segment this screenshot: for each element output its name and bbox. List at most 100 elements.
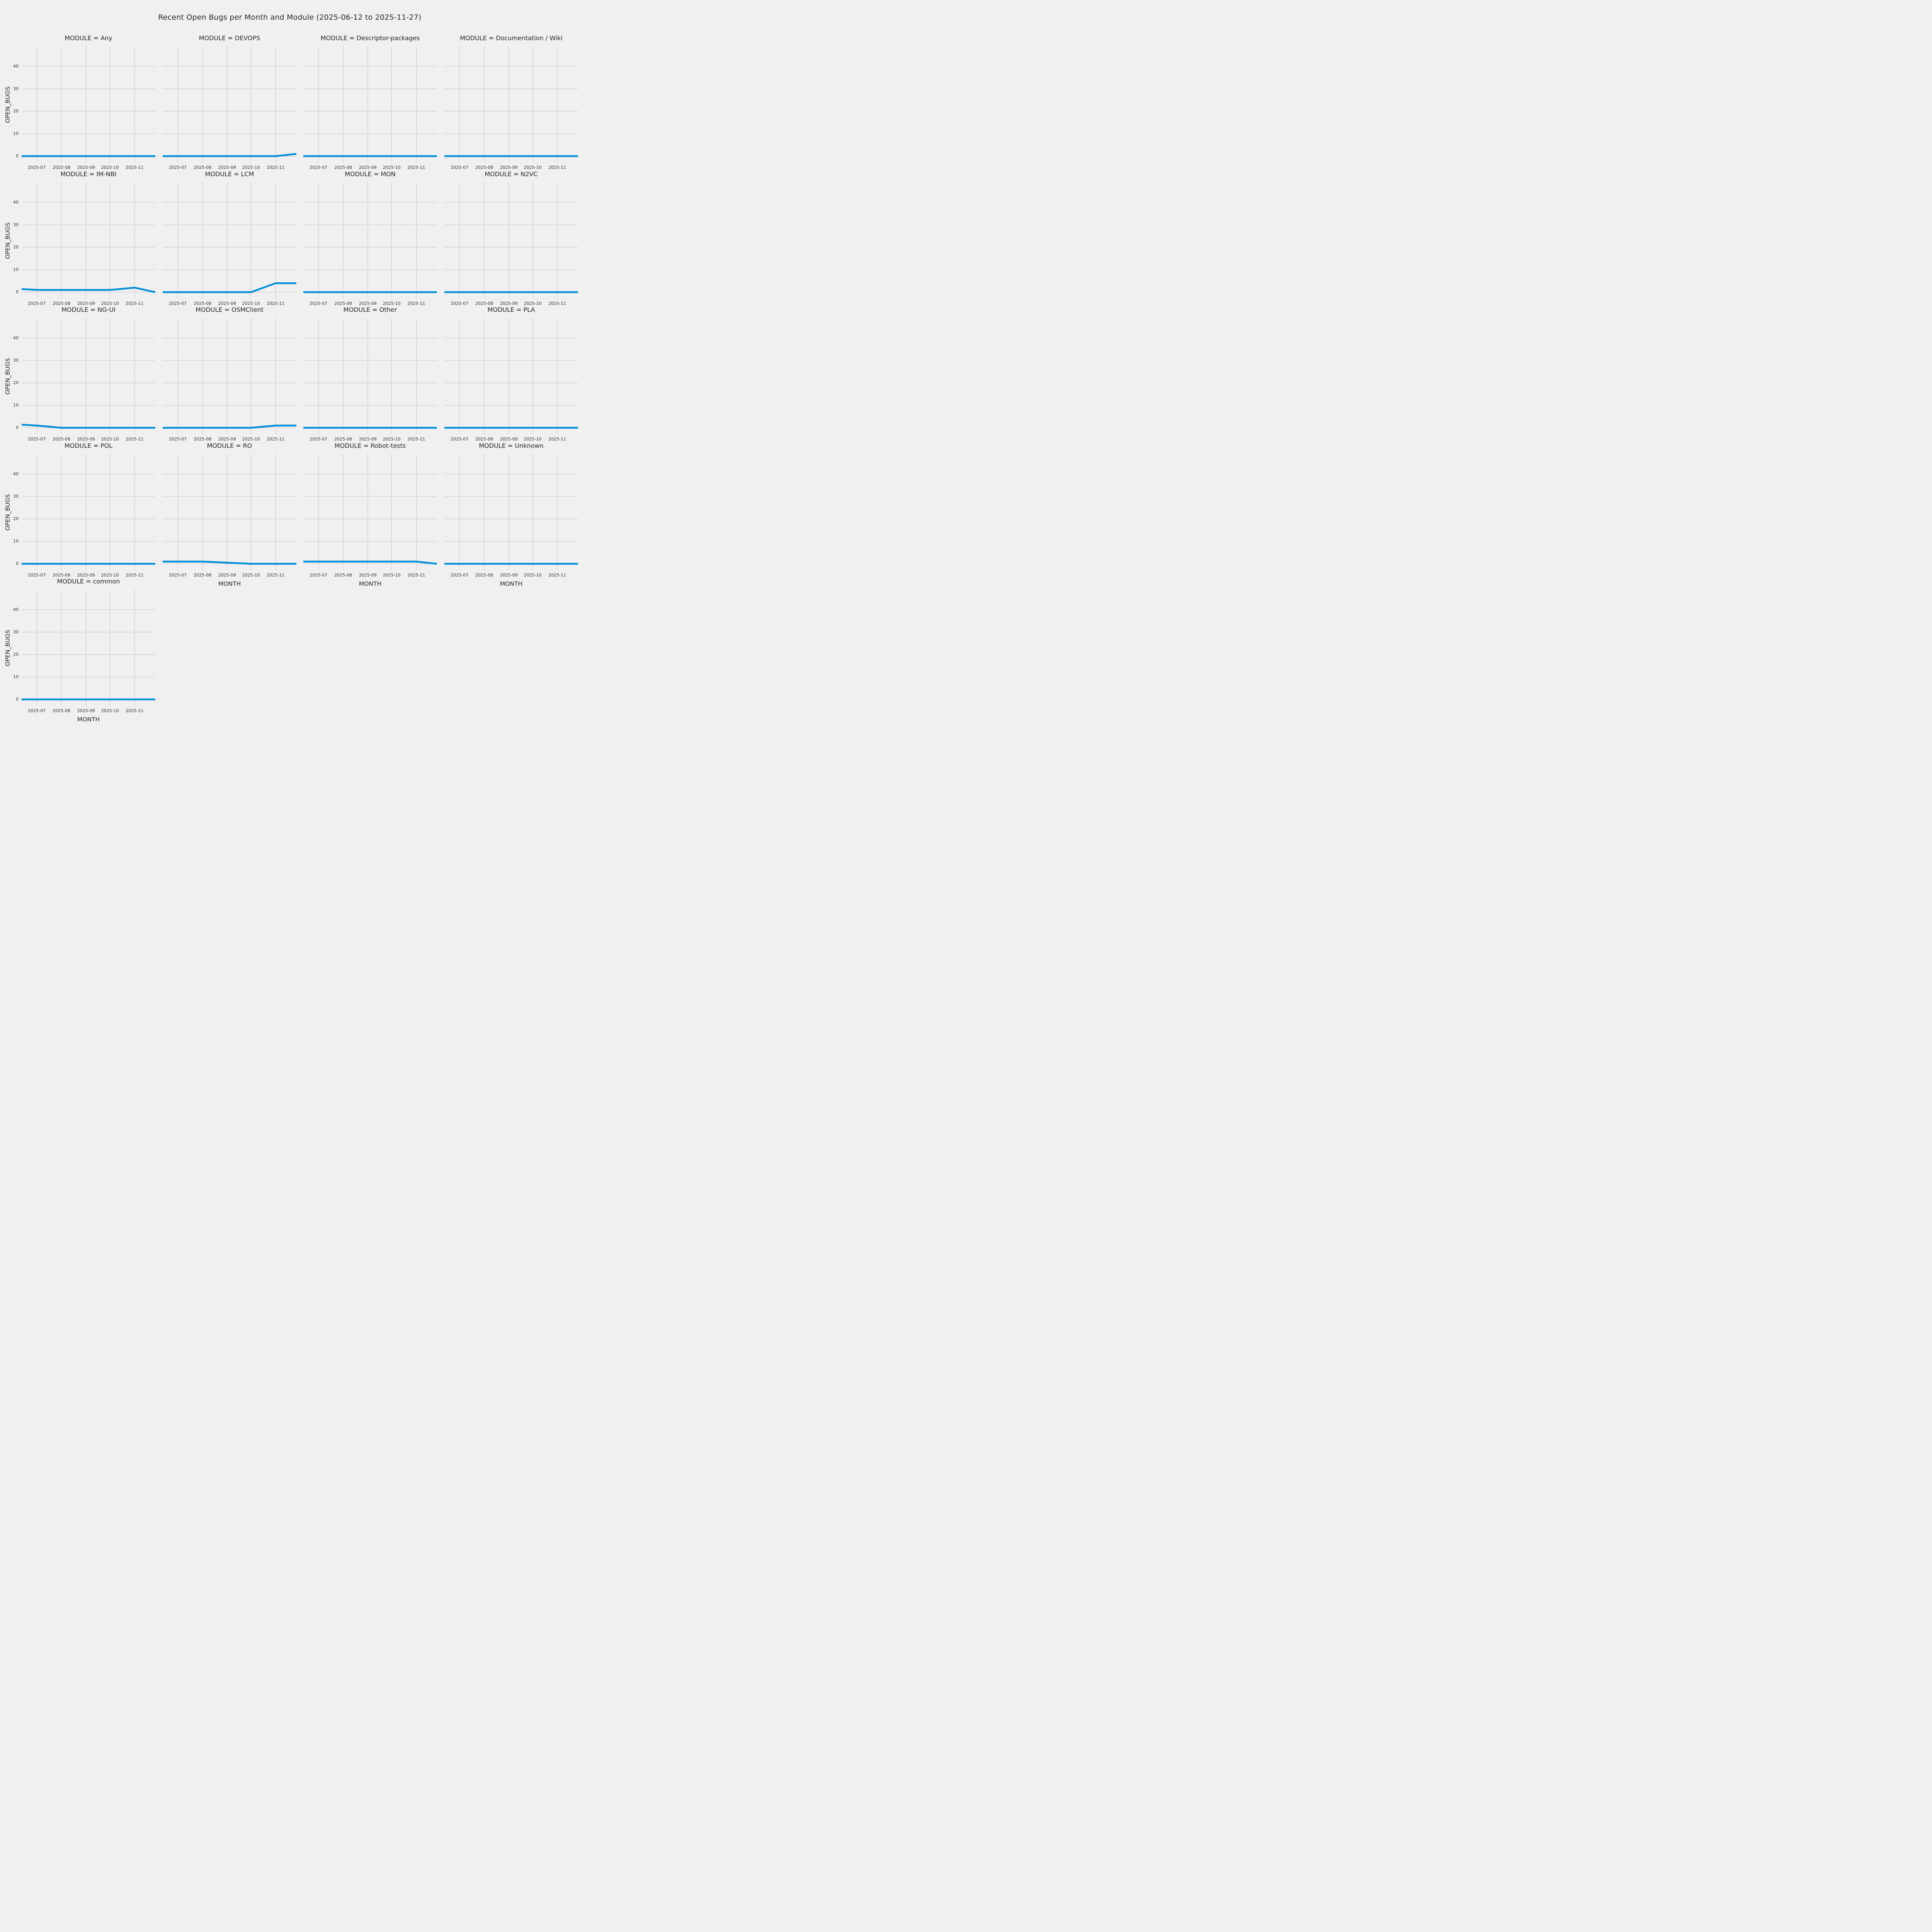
x-tick-label: 2025-09 bbox=[77, 437, 95, 442]
gridlines bbox=[303, 318, 437, 434]
x-tick-label: 2025-08 bbox=[194, 301, 212, 306]
gridlines bbox=[303, 46, 437, 163]
x-tick-label: 2025-10 bbox=[242, 301, 260, 306]
y-tick-label: 0 bbox=[16, 153, 19, 159]
y-tick-label: 30 bbox=[13, 86, 19, 91]
y-axis-label: OPEN_BUGS bbox=[4, 494, 11, 531]
y-axis-label: OPEN_BUGS bbox=[4, 86, 11, 123]
x-tick-label: 2025-09 bbox=[500, 573, 518, 578]
facet-Robot-tests: MODULE = Robot-tests 2025-07 2025-08 2025-0… bbox=[303, 442, 437, 587]
facet-title: MODULE = POL bbox=[64, 442, 113, 449]
gridlines bbox=[163, 182, 296, 299]
facet-MON: MODULE = MON 2025-07 2025-08 2025-09 2025-10… bbox=[303, 170, 437, 306]
y-tick-label: 40 bbox=[13, 63, 19, 69]
x-tick-label: 2025-08 bbox=[53, 708, 71, 713]
y-tick-label: 30 bbox=[13, 357, 19, 363]
facet-Documentation / Wiki: MODULE = Documentation / Wiki 2025-07 2025… bbox=[444, 34, 578, 170]
x-tick-label: 2025-10 bbox=[383, 437, 401, 442]
x-tick-label: 2025-09 bbox=[359, 301, 377, 306]
x-tick-label: 2025-07 bbox=[169, 573, 187, 578]
x-tick-label: 2025-09 bbox=[218, 165, 236, 170]
data-line bbox=[163, 424, 296, 429]
gridlines bbox=[163, 454, 296, 570]
data-line bbox=[163, 153, 297, 157]
x-tick-label: 2025-08 bbox=[194, 165, 212, 170]
y-tick-label: 40 bbox=[13, 607, 19, 612]
y-tick-label: 30 bbox=[13, 629, 19, 634]
x-tick-label: 2025-07 bbox=[28, 573, 46, 578]
y-tick-label: 20 bbox=[13, 380, 19, 385]
y-tick-label: 10 bbox=[13, 539, 19, 544]
y-tick-label: 40 bbox=[13, 335, 19, 340]
x-tick-label: 2025-10 bbox=[101, 165, 119, 170]
data-line bbox=[163, 560, 296, 565]
y-tick-label: 40 bbox=[13, 199, 19, 205]
facet-title: MODULE = Unknown bbox=[479, 442, 544, 449]
y-tick-label: 0 bbox=[16, 561, 19, 566]
line-chart bbox=[22, 590, 155, 706]
facet-title: MODULE = Documentation / Wiki bbox=[460, 34, 563, 42]
x-tick-label: 2025-10 bbox=[524, 573, 542, 578]
y-tick-label: 10 bbox=[13, 267, 19, 272]
gridlines bbox=[444, 318, 578, 434]
x-tick-label: 2025-08 bbox=[475, 165, 493, 170]
facet-Any: MODULE = Any 2025-07 2025-08 2025-09 2025-10… bbox=[4, 34, 155, 170]
x-tick-label: 2025-10 bbox=[242, 573, 260, 578]
x-tick-label: 2025-10 bbox=[524, 301, 542, 306]
x-tick-label: 2025-08 bbox=[475, 573, 493, 578]
gridlines bbox=[163, 46, 296, 163]
y-tick-label: 20 bbox=[13, 651, 19, 657]
figure: Recent Open Bugs per Month and Module (2… bbox=[0, 0, 580, 724]
y-axis-label: OPEN_BUGS bbox=[4, 222, 11, 259]
x-tick-label: 2025-10 bbox=[242, 437, 260, 442]
line-chart bbox=[444, 454, 578, 570]
data-line bbox=[21, 287, 156, 293]
gridlines bbox=[444, 46, 578, 163]
x-tick-label: 2025-09 bbox=[218, 573, 236, 578]
x-axis-label: MONTH bbox=[77, 716, 100, 723]
x-tick-label: 2025-11 bbox=[267, 573, 285, 578]
facet-Other: MODULE = Other 2025-07 2025-08 2025-09 2025-… bbox=[303, 306, 437, 442]
x-tick-label: 2025-07 bbox=[310, 165, 328, 170]
facet-title: MODULE = Descriptor-packages bbox=[320, 34, 420, 42]
x-tick-label: 2025-11 bbox=[267, 301, 285, 306]
y-tick-label: 20 bbox=[13, 108, 19, 114]
x-tick-label: 2025-08 bbox=[53, 437, 71, 442]
x-tick-label: 2025-10 bbox=[101, 708, 119, 713]
x-tick-label: 2025-10 bbox=[101, 573, 119, 578]
y-tick-label: 30 bbox=[13, 493, 19, 499]
y-tick-label: 0 bbox=[16, 289, 19, 295]
facet-title: MODULE = NG-UI bbox=[61, 306, 116, 313]
x-tick-label: 2025-11 bbox=[126, 165, 144, 170]
data-line bbox=[303, 560, 437, 565]
x-tick-label: 2025-07 bbox=[28, 437, 46, 442]
x-tick-label: 2025-11 bbox=[126, 573, 144, 578]
facet-title: MODULE = IM-NBI bbox=[60, 170, 117, 178]
facet-IM-NBI: MODULE = IM-NBI 2025-07 2025-08 2025-09 2025… bbox=[4, 170, 156, 306]
y-tick-label: 10 bbox=[13, 131, 19, 136]
x-tick-label: 2025-08 bbox=[53, 165, 71, 170]
x-tick-label: 2025-07 bbox=[451, 573, 469, 578]
line-chart bbox=[163, 46, 297, 163]
facet-Unknown: MODULE = Unknown 2025-07 2025-08 2025-09 202… bbox=[444, 442, 578, 587]
x-tick-label: 2025-09 bbox=[77, 301, 95, 306]
y-tick-label: 20 bbox=[13, 516, 19, 521]
x-axis-label: MONTH bbox=[500, 580, 523, 587]
facet-RO: MODULE = RO 2025-07 2025-08 2025-09 2025-10 2… bbox=[163, 442, 296, 587]
gridlines bbox=[22, 454, 155, 570]
line-chart bbox=[21, 182, 156, 299]
facet-DEVOPS: MODULE = DEVOPS 2025-07 2025-08 2025-09 2025… bbox=[163, 34, 297, 170]
line-chart bbox=[303, 454, 437, 570]
x-tick-label: 2025-10 bbox=[383, 573, 401, 578]
line-chart bbox=[303, 46, 437, 163]
gridlines bbox=[444, 454, 578, 570]
x-tick-label: 2025-11 bbox=[126, 437, 144, 442]
line-chart bbox=[163, 182, 296, 299]
figure-title: Recent Open Bugs per Month and Module (2… bbox=[158, 13, 422, 22]
y-tick-label: 0 bbox=[16, 697, 19, 702]
x-tick-label: 2025-09 bbox=[500, 437, 518, 442]
x-tick-label: 2025-11 bbox=[126, 301, 144, 306]
x-tick-label: 2025-07 bbox=[310, 437, 328, 442]
x-tick-label: 2025-08 bbox=[53, 301, 71, 306]
line-chart bbox=[163, 454, 296, 570]
